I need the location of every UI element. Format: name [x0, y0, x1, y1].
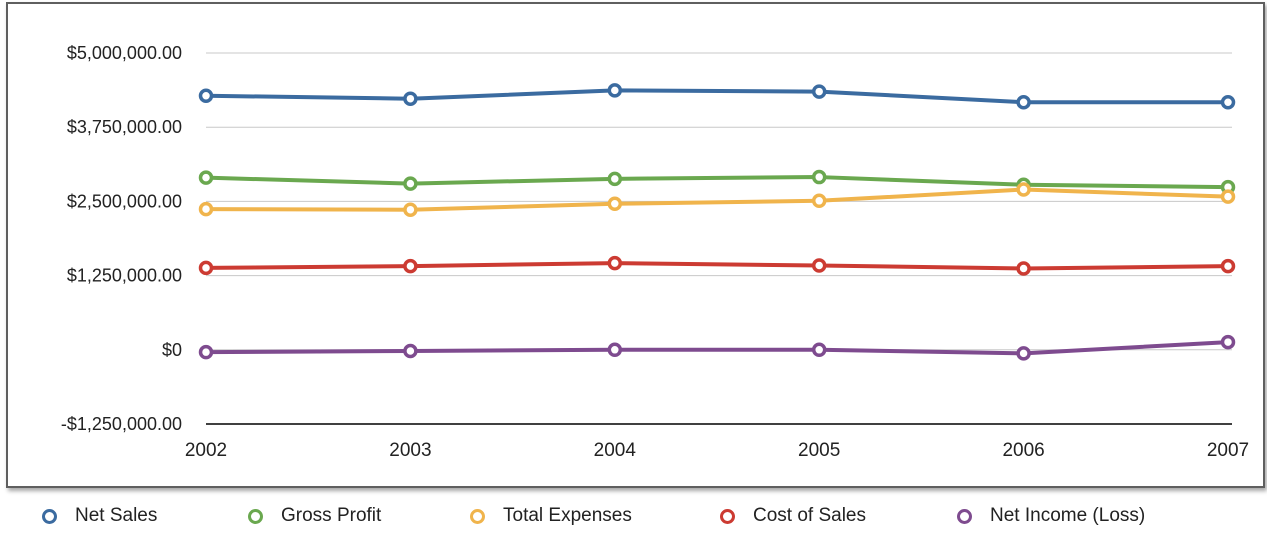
legend-item[interactable]: Net Sales	[42, 505, 157, 527]
y-tick-label: $2,500,000.00	[67, 191, 182, 211]
legend-marker-icon	[470, 508, 485, 524]
legend-marker-icon	[248, 508, 263, 524]
data-point	[403, 91, 418, 106]
data-point	[1220, 334, 1236, 350]
data-point	[403, 176, 418, 191]
data-point	[1016, 182, 1031, 197]
data-point	[607, 196, 623, 212]
chart-frame	[6, 2, 1265, 488]
data-point	[403, 258, 418, 274]
data-point	[198, 201, 214, 217]
legend-label: Total Expenses	[503, 505, 632, 526]
x-tick-label: 2002	[185, 440, 227, 461]
series-line	[205, 88, 1228, 105]
series-line	[205, 187, 1229, 212]
legend-item[interactable]: Total Expenses	[470, 505, 632, 527]
series-line	[205, 175, 1229, 190]
series-line	[205, 340, 1229, 356]
data-point	[403, 202, 418, 217]
legend-marker-icon	[957, 508, 972, 524]
y-tick-label: $5,000,000.00	[67, 43, 182, 63]
legend-label: Net Income (Loss)	[990, 505, 1146, 526]
data-point	[607, 171, 623, 187]
data-point	[198, 88, 214, 103]
legend-label: Gross Profit	[281, 505, 382, 526]
data-point	[607, 255, 623, 271]
data-point	[607, 83, 623, 98]
x-tick-label: 2005	[798, 440, 840, 461]
data-point	[811, 169, 827, 185]
x-tick-label: 2006	[1002, 440, 1044, 461]
data-point	[1016, 346, 1031, 361]
data-point	[1016, 261, 1031, 276]
y-tick-label: $1,250,000.00	[67, 266, 182, 286]
data-point	[811, 258, 827, 273]
x-tick-label: 2003	[389, 440, 431, 461]
legend: Net Sales Gross Profit Total Expenses Cost …	[0, 505, 1267, 535]
data-point	[1220, 95, 1236, 110]
data-point	[198, 260, 214, 276]
data-point	[607, 342, 623, 358]
data-point	[811, 193, 827, 209]
legend-marker-icon	[720, 508, 735, 524]
legend-label: Net Sales	[75, 505, 158, 526]
y-tick-label: $3,750,000.00	[67, 117, 182, 137]
legend-item[interactable]: Net Income (Loss)	[957, 505, 1145, 527]
data-point	[403, 343, 418, 359]
legend-label: Cost of Sales	[753, 505, 866, 526]
data-point	[811, 84, 827, 99]
y-tick-label: -$1,250,000.00	[61, 414, 182, 434]
data-point	[811, 342, 827, 358]
series-line	[205, 261, 1229, 271]
x-tick-label: 2004	[594, 440, 637, 461]
data-point	[198, 170, 214, 185]
legend-item[interactable]: Gross Profit	[248, 505, 381, 527]
data-point	[1220, 258, 1236, 274]
y-tick-label: $0	[162, 340, 182, 360]
legend-item[interactable]: Cost of Sales	[720, 505, 866, 527]
data-point	[1220, 189, 1236, 204]
data-point	[198, 344, 214, 360]
x-tick-label: 2007	[1207, 440, 1249, 461]
legend-marker-icon	[42, 508, 57, 524]
data-point	[1016, 95, 1031, 110]
